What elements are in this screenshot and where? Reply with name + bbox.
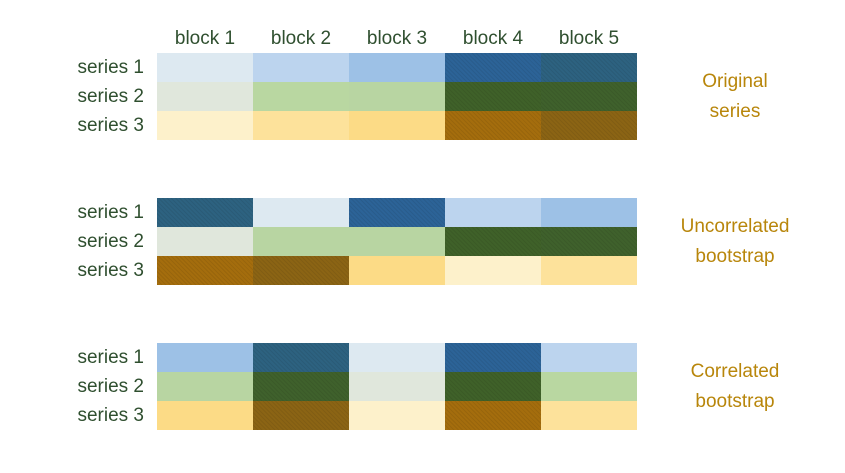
cell-s1-block-4	[349, 198, 445, 227]
cell-s3-block-5	[541, 111, 637, 140]
caption-line-2: bootstrap	[695, 391, 775, 412]
cell-s3-block-1	[157, 111, 253, 140]
cell-s1-block-4	[445, 53, 541, 82]
block-header-5: block 5	[558, 28, 620, 49]
cell-s1-block-3	[541, 198, 637, 227]
caption-line-2: bootstrap	[695, 246, 775, 267]
section-uncorrelated: series 1 series 2 series 3 Uncorrelated …	[0, 198, 845, 285]
cell-s3-block-2	[541, 256, 637, 285]
row-label-series-2: series 2	[77, 231, 144, 252]
row-label-series-2: series 2	[77, 376, 144, 397]
cell-s2-block-4	[445, 372, 541, 401]
section-correlated: series 1 series 2 series 3 Correlated bo…	[0, 343, 845, 430]
row-label-series-1: series 1	[77, 57, 144, 78]
cell-s2-block-3	[349, 227, 445, 256]
cell-s2-block-5	[541, 227, 637, 256]
cell-s3-block-3	[157, 401, 253, 430]
cell-s2-block-3	[253, 227, 349, 256]
cell-s3-block-2	[253, 111, 349, 140]
block-header-2: block 2	[270, 28, 332, 49]
row-label-series-1: series 1	[77, 202, 144, 223]
cell-s1-block-4	[445, 343, 541, 372]
caption-uncorrelated: Uncorrelated bootstrap	[660, 212, 810, 272]
cell-s1-block-5	[157, 198, 253, 227]
block-header-4: block 4	[462, 28, 524, 49]
cell-s3-block-2	[541, 401, 637, 430]
cell-s2-block-3	[349, 82, 445, 111]
caption-original: Original series	[660, 67, 810, 127]
caption-line-1: Original	[702, 71, 768, 92]
cell-s2-block-1	[349, 372, 445, 401]
cell-s2-block-4	[445, 82, 541, 111]
cell-s1-block-1	[157, 53, 253, 82]
cell-s3-block-3	[349, 256, 445, 285]
cell-s1-block-5	[253, 343, 349, 372]
caption-line-1: Correlated	[690, 361, 780, 382]
caption-line-1: Uncorrelated	[680, 216, 790, 237]
cell-s1-block-2	[445, 198, 541, 227]
caption-line-2: series	[709, 101, 761, 122]
row-label-series-1: series 1	[77, 347, 144, 368]
cell-s1-block-2	[541, 343, 637, 372]
cell-s3-block-4	[157, 256, 253, 285]
cell-s1-block-3	[349, 53, 445, 82]
cell-s3-block-4	[445, 401, 541, 430]
cell-s3-block-4	[445, 111, 541, 140]
cell-s2-block-1	[157, 82, 253, 111]
cell-s3-block-1	[445, 256, 541, 285]
block-header-3: block 3	[366, 28, 428, 49]
cell-s1-block-3	[157, 343, 253, 372]
row-label-series-2: series 2	[77, 86, 144, 107]
cell-s1-block-1	[349, 343, 445, 372]
section-original: series 1 series 2 series 3 Original seri…	[0, 53, 845, 140]
cell-s3-block-1	[349, 401, 445, 430]
row-label-series-3: series 3	[77, 260, 144, 281]
row-label-series-3: series 3	[77, 405, 144, 426]
cell-s2-block-2	[253, 82, 349, 111]
cell-s2-block-3	[157, 372, 253, 401]
row-label-series-3: series 3	[77, 115, 144, 136]
cell-s2-block-5	[541, 82, 637, 111]
cell-s3-block-5	[253, 401, 349, 430]
cell-s1-block-5	[541, 53, 637, 82]
cell-s2-block-5	[253, 372, 349, 401]
cell-s2-block-4	[445, 227, 541, 256]
cell-s2-block-2	[541, 372, 637, 401]
cell-s3-block-3	[349, 111, 445, 140]
cell-s1-block-1	[253, 198, 349, 227]
cell-s3-block-5	[253, 256, 349, 285]
block-header-1: block 1	[174, 28, 236, 49]
caption-correlated: Correlated bootstrap	[660, 357, 810, 417]
cell-s2-block-1	[157, 227, 253, 256]
cell-s1-block-2	[253, 53, 349, 82]
